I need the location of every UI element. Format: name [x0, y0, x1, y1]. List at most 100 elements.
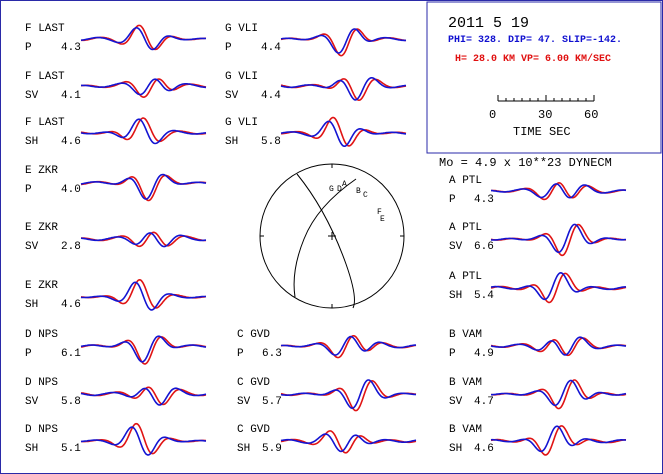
- observed-waveform: [280, 28, 407, 54]
- synthetic-waveform: [281, 116, 407, 147]
- trace-label-station: F LAST: [25, 23, 65, 35]
- synthetic-waveform: [80, 278, 207, 309]
- time-scale-ticks: [497, 95, 595, 101]
- header-frame: [426, 1, 662, 154]
- trace-label-station: G VLI: [225, 117, 258, 129]
- trace-panel-b-vam-sv: B VAM SV 4.7: [449, 377, 627, 410]
- observed-waveform: [491, 183, 627, 199]
- sphere-ticks: [260, 164, 404, 308]
- mech-label-c: C: [363, 191, 368, 200]
- synthetic-waveform: [80, 117, 207, 143]
- trace-label-phase: SH: [237, 443, 250, 455]
- trace-label-phase: SH: [449, 290, 462, 302]
- synthetic-waveform: [80, 336, 207, 365]
- mech-label-g: G: [329, 185, 334, 194]
- observed-waveform: [281, 335, 417, 356]
- trace-label-phase: SV: [25, 396, 39, 408]
- mech-label-b: B: [356, 187, 361, 196]
- trace-label-value: 2.8: [61, 241, 81, 253]
- trace-label-phase: P: [225, 42, 232, 54]
- trace-label-phase: SV: [449, 241, 463, 253]
- trace-panel-e-zkr-sv: E ZKR SV 2.8: [25, 222, 207, 253]
- observed-waveform: [80, 118, 207, 145]
- trace-label-station: B VAM: [449, 329, 482, 341]
- trace-label-phase: P: [25, 42, 32, 54]
- trace-label-station: A PTL: [449, 271, 482, 283]
- trace-label-value: 4.6: [474, 443, 494, 455]
- trace-label-value: 4.6: [61, 299, 81, 311]
- seismic-moment: Mo = 4.9 x 10**23 DYNECM: [439, 156, 612, 170]
- depth-velocity-params: H= 28.0 KM VP= 6.00 KM/SEC: [455, 53, 611, 65]
- trace-label-phase: SV: [225, 90, 239, 102]
- observed-waveform: [490, 425, 627, 453]
- observed-waveform: [80, 173, 207, 200]
- trace-panel-d-nps-sh: D NPS SH 5.1: [25, 422, 207, 456]
- event-date: 2011 5 19: [448, 15, 529, 32]
- trace-panel-a-ptl-p: A PTL P 4.3: [449, 175, 627, 206]
- trace-panel-d-nps-sv: D NPS SV 5.8: [25, 377, 207, 408]
- mech-label-d: D: [337, 185, 342, 194]
- trace-label-value: 4.4: [261, 90, 281, 102]
- trace-label-station: B VAM: [449, 377, 482, 389]
- observed-waveform: [491, 379, 627, 407]
- mech-label-f: F: [377, 208, 382, 217]
- trace-label-station: B VAM: [449, 424, 482, 436]
- trace-label-station: F LAST: [25, 117, 65, 129]
- synthetic-waveform: [490, 425, 626, 456]
- trace-panel-e-zkr-sh: E ZKR SH 4.6: [25, 278, 207, 311]
- trace-panel-g-vli-sv: G VLI SV 4.4: [225, 71, 407, 102]
- synthetic-waveform: [490, 272, 627, 304]
- trace-panel-d-nps-p: D NPS P 6.1: [25, 329, 207, 365]
- trace-label-value: 5.4: [474, 290, 494, 302]
- trace-panel-f-last-p: F LAST P 4.3: [25, 23, 207, 54]
- trace-label-phase: SH: [25, 443, 38, 455]
- trace-label-station: E ZKR: [25, 165, 58, 177]
- time-scale-tick-30: 30: [538, 108, 552, 122]
- time-scale-label: TIME SEC: [513, 125, 571, 139]
- nodal-plane-1: [296, 173, 355, 309]
- trace-label-phase: SH: [25, 136, 38, 148]
- mech-label-a: A: [342, 180, 347, 189]
- trace-label-phase: P: [25, 184, 32, 196]
- trace-label-value: 5.8: [261, 136, 281, 148]
- trace-label-phase: SV: [449, 396, 463, 408]
- trace-label-value: 4.4: [261, 42, 281, 54]
- trace-label-value: 6.1: [61, 348, 81, 360]
- observed-waveform: [280, 120, 407, 147]
- trace-label-value: 4.3: [474, 194, 494, 206]
- trace-label-value: 6.6: [474, 241, 494, 253]
- trace-label-phase: P: [449, 194, 456, 206]
- trace-label-station: D NPS: [25, 329, 58, 341]
- center-mark: [328, 232, 336, 240]
- trace-label-phase: P: [237, 348, 244, 360]
- observed-waveform: [280, 433, 417, 453]
- trace-label-phase: SH: [25, 299, 38, 311]
- observed-waveform: [80, 387, 207, 406]
- trace-label-phase: SV: [237, 396, 251, 408]
- observed-waveform: [80, 335, 207, 363]
- trace-label-station: D NPS: [25, 424, 58, 436]
- trace-panel-a-ptl-sh: A PTL SH 5.4: [449, 271, 627, 304]
- synthetic-waveform: [80, 78, 207, 99]
- trace-label-station: G VLI: [225, 71, 258, 83]
- trace-label-station: E ZKR: [25, 280, 58, 292]
- trace-panel-b-vam-p: B VAM P 4.9: [449, 329, 627, 360]
- trace-label-value: 4.1: [61, 90, 81, 102]
- trace-label-station: A PTL: [449, 175, 482, 187]
- trace-label-station: C GVD: [237, 377, 270, 389]
- trace-label-phase: P: [25, 348, 32, 360]
- trace-panel-c-gvd-sh: C GVD SH 5.9: [237, 424, 417, 455]
- observed-waveform: [490, 336, 627, 356]
- time-scale-tick-60: 60: [584, 108, 598, 122]
- trace-label-value: 5.7: [262, 396, 282, 408]
- trace-label-phase: P: [449, 348, 456, 360]
- trace-label-value: 5.1: [61, 443, 81, 455]
- trace-label-station: E ZKR: [25, 222, 58, 234]
- observed-waveform: [491, 223, 627, 254]
- trace-panel-c-gvd-p: C GVD P 6.3: [237, 329, 417, 360]
- synthetic-waveform: [80, 386, 207, 406]
- header-panel: 2011 5 19 PHI= 328. DIP= 47. SLIP=-142. …: [426, 1, 662, 154]
- trace-label-phase: SH: [449, 443, 462, 455]
- time-scale-tick-0: 0: [489, 108, 496, 122]
